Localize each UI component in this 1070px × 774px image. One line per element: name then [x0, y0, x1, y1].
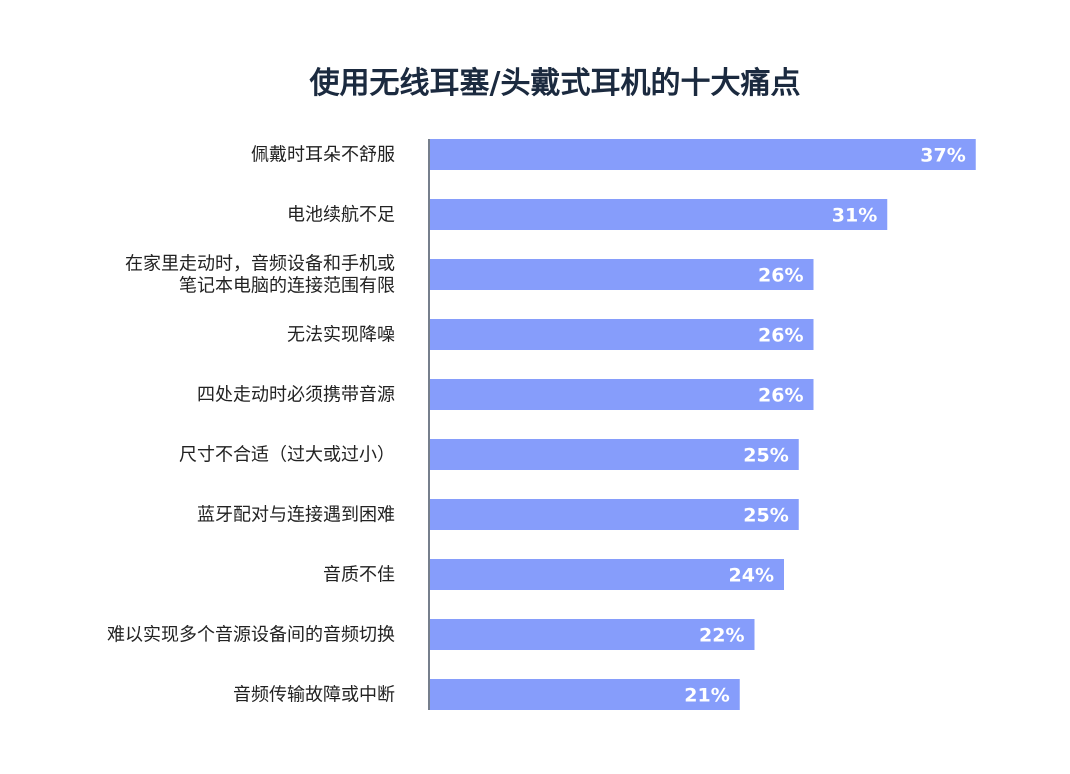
category-label-3-line-2: 笔记本电脑的连接范围有限 [179, 276, 395, 297]
category-label-5: 四处走动时必须携带音源 [197, 385, 395, 406]
bar-10 [430, 679, 740, 710]
category-label-2: 电池续航不足 [287, 205, 395, 226]
value-label-9: 22% [699, 625, 744, 647]
value-label-8: 24% [729, 565, 774, 587]
category-label-3-line-1: 在家里走动时，音频设备和手机或 [125, 254, 395, 275]
category-label-10: 音频传输故障或中断 [233, 685, 395, 706]
category-label-7: 蓝牙配对与连接遇到困难 [197, 505, 395, 526]
bar-2 [430, 199, 888, 230]
bar-6 [430, 439, 799, 470]
category-label-1: 佩戴时耳朵不舒服 [251, 145, 395, 166]
bars-group: 37% 佩戴时耳朵不舒服 31% 电池续航不足 26% 在家里走动时，音频设备和手机或笔记… [107, 139, 976, 710]
bar-9 [430, 619, 755, 650]
value-label-3: 26% [758, 265, 803, 287]
bar-1 [430, 139, 976, 170]
value-label-10: 21% [684, 685, 729, 707]
value-label-4: 26% [758, 325, 803, 347]
chart-title: 使用无线耳塞/头戴式耳机的十大痛点 [309, 66, 801, 101]
bar-5 [430, 379, 814, 410]
bar-3 [430, 259, 814, 290]
category-label-6: 尺寸不合适（过大或过小） [179, 445, 395, 466]
category-label-4: 无法实现降噪 [287, 325, 395, 346]
value-label-7: 25% [743, 505, 788, 527]
bar-4 [430, 319, 814, 350]
value-label-1: 37% [920, 145, 965, 167]
bar-7 [430, 499, 799, 530]
value-label-2: 31% [832, 205, 877, 227]
value-label-6: 25% [743, 445, 788, 467]
value-label-5: 26% [758, 385, 803, 407]
category-label-9: 难以实现多个音源设备间的音频切换 [107, 625, 395, 646]
category-label-8: 音质不佳 [323, 565, 395, 586]
bar-8 [430, 559, 784, 590]
